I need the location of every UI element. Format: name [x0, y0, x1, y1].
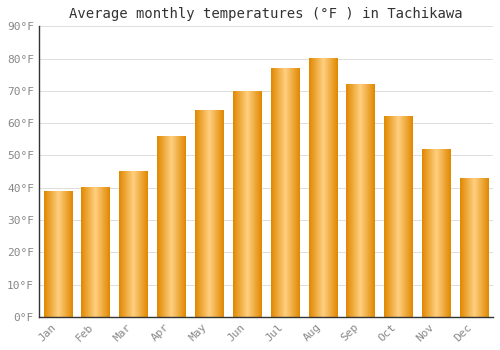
Title: Average monthly temperatures (°F ) in Tachikawa: Average monthly temperatures (°F ) in Ta… [69, 7, 462, 21]
